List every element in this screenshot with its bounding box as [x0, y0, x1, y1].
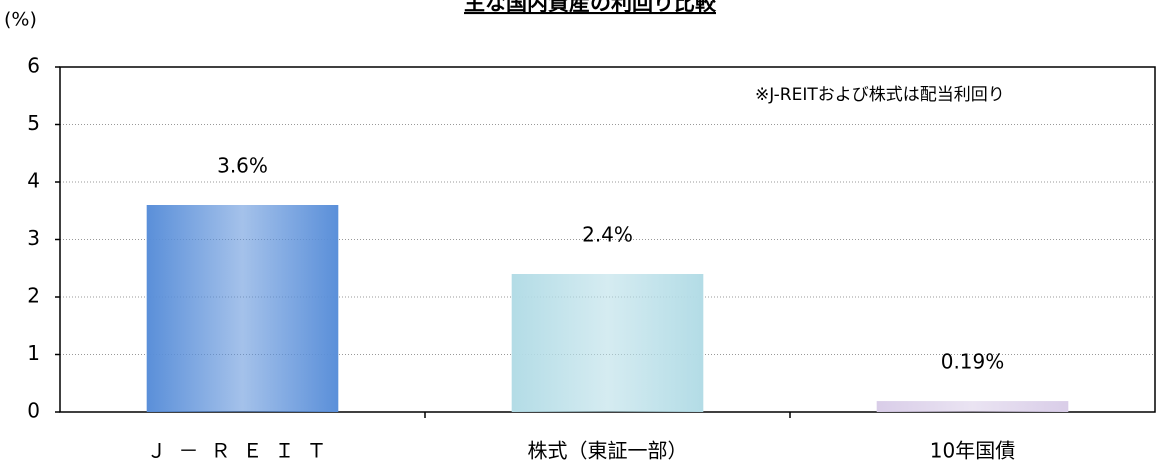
annotation: ※J-REITおよび株式は配当利回り [755, 85, 1005, 105]
data-label: 3.6% [217, 154, 268, 178]
y-tick-label: 6 [27, 54, 40, 78]
data-label: 0.19% [941, 350, 1005, 374]
y-tick-label: 0 [27, 399, 40, 423]
y-tick-label: 3 [27, 226, 40, 250]
x-tick-label: 10年国債 [930, 439, 1015, 463]
y-tick-label: 2 [27, 284, 40, 308]
x-tick-label: 株式（東証一部） [528, 439, 688, 463]
data-label: 2.4% [582, 223, 633, 247]
chart-title: 主な国内資産の利回り比較 [464, 0, 717, 15]
bar [876, 401, 1069, 412]
bar [146, 205, 339, 412]
y-tick-label: 4 [27, 169, 40, 193]
y-tick-label: 5 [27, 111, 40, 135]
bar [511, 274, 704, 412]
y-tick-label: 1 [27, 341, 40, 365]
x-tick-label: Ｊ－ＲＥＩＴ [147, 439, 339, 463]
y-axis-label: (%) [4, 9, 37, 31]
